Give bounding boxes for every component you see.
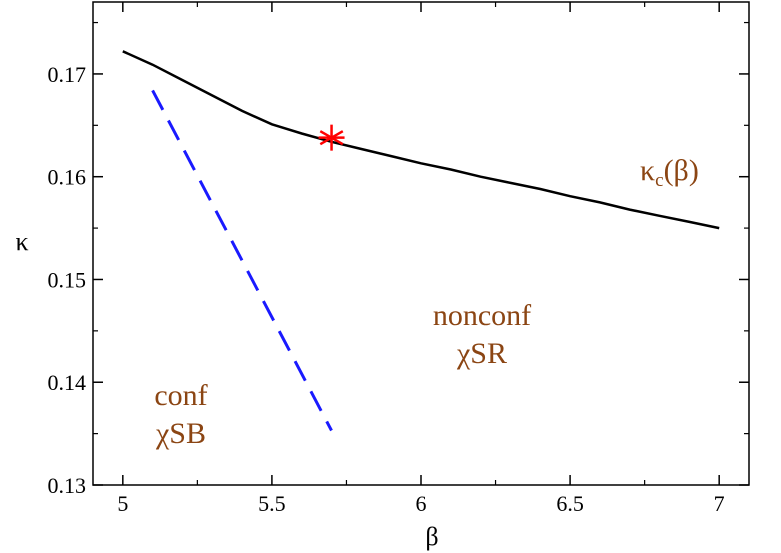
- y-tick-label-2: 0.15: [48, 267, 87, 292]
- series-1-line: [151, 89, 333, 432]
- y-tick-label-0: 0.13: [48, 473, 87, 498]
- y-axis-label: κ: [15, 227, 28, 256]
- annotation-chi-sb: χSB: [155, 417, 206, 450]
- y-tick-label-4: 0.17: [48, 62, 87, 87]
- plot-frame: [92, 1, 750, 486]
- series-group: [122, 50, 720, 432]
- annotation-chi-sr: χSR: [456, 337, 507, 370]
- series-0-line: [122, 50, 720, 230]
- annotation-kappa-c-tail: (β): [664, 154, 699, 187]
- x-tick-label-0: 5: [117, 491, 128, 516]
- annotation-conf: conf: [154, 379, 207, 412]
- x-tick-label-1: 5.5: [258, 491, 286, 516]
- y-tick-label-1: 0.14: [48, 370, 87, 395]
- annotation-kappa-c: κc(β): [640, 154, 699, 191]
- x-tick-label-3: 6.5: [556, 491, 584, 516]
- annotation-kappa-c-sub: c: [655, 170, 663, 191]
- x-axis-label: β: [425, 522, 438, 551]
- markers-group: [318, 124, 345, 151]
- critical-point-marker-0: [318, 124, 345, 151]
- y-tick-label-3: 0.16: [48, 165, 87, 190]
- annotation-kappa-c-main: κ: [640, 154, 655, 187]
- annotation-nonconf: nonconf: [433, 299, 531, 332]
- x-tick-label-2: 6: [416, 491, 427, 516]
- x-tick-label-4: 7: [714, 491, 725, 516]
- axis-ticks: 5 5.5 6 6.5 7 0.13 0.14 0.15 0.16 0.17: [48, 2, 749, 516]
